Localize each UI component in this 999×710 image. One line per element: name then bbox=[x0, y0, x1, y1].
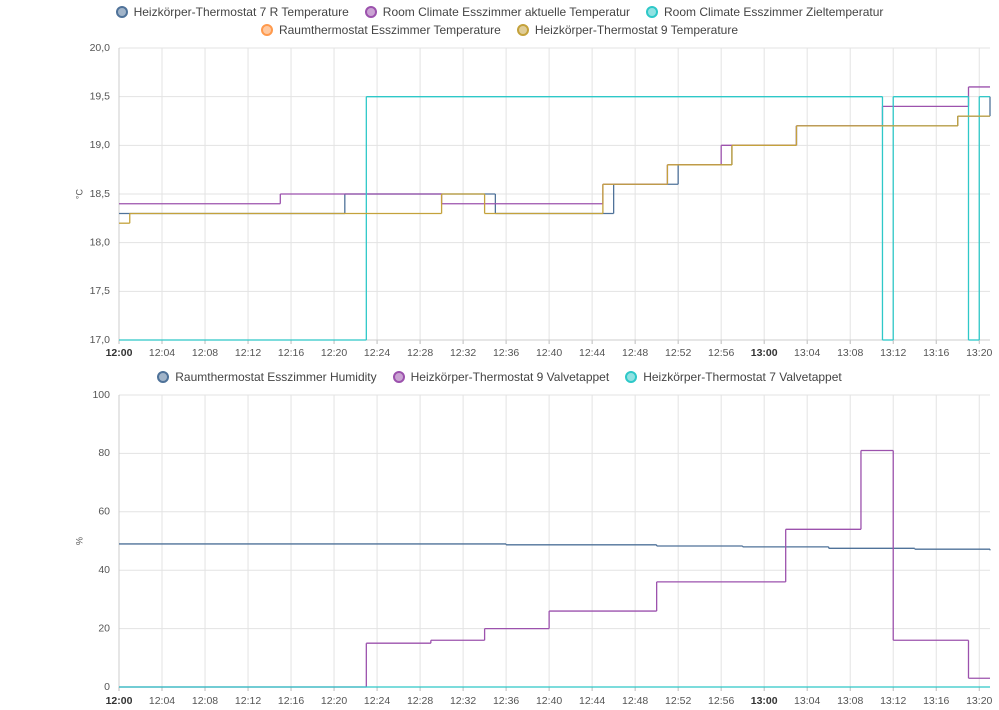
x-tick-label: 12:44 bbox=[579, 695, 605, 707]
legend-label: Room Climate Esszimmer Zieltemperatur bbox=[664, 5, 884, 19]
x-tick-label: 12:04 bbox=[149, 347, 175, 359]
legend-swatch bbox=[646, 6, 658, 18]
x-tick-label: 13:00 bbox=[751, 695, 778, 707]
legend-item[interactable]: Room Climate Esszimmer aktuelle Temperat… bbox=[364, 3, 630, 21]
x-tick-label: 12:24 bbox=[364, 347, 390, 359]
legend-label: Heizkörper-Thermostat 7 Valvetappet bbox=[643, 370, 842, 384]
x-tick-label: 12:24 bbox=[364, 695, 390, 707]
x-tick-label: 13:20 bbox=[966, 347, 992, 359]
legend-label: Raumthermostat Esszimmer Humidity bbox=[175, 370, 377, 384]
y-tick-label: 60 bbox=[98, 506, 110, 518]
legend-swatch bbox=[260, 24, 273, 36]
x-tick-label: 12:36 bbox=[493, 695, 519, 707]
y-tick-label: 19,0 bbox=[90, 139, 111, 151]
legend-item[interactable]: Heizkörper-Thermostat 7 R Temperature bbox=[115, 3, 349, 21]
legend-swatch bbox=[516, 24, 529, 36]
y-tick-label: 19,5 bbox=[90, 90, 111, 102]
x-tick-label: 12:28 bbox=[407, 695, 433, 707]
legend-label: Heizkörper-Thermostat 7 R Temperature bbox=[133, 5, 349, 19]
legend: Raumthermostat Esszimmer Humidity Heizkör… bbox=[0, 368, 999, 386]
x-tick-label: 13:08 bbox=[837, 695, 863, 707]
x-tick-label: 12:16 bbox=[278, 347, 304, 359]
x-tick-label: 12:00 bbox=[106, 347, 133, 359]
x-tick-label: 12:32 bbox=[450, 695, 476, 707]
x-tick-label: 12:12 bbox=[235, 695, 261, 707]
y-tick-label: 100 bbox=[92, 389, 110, 401]
x-tick-label: 12:00 bbox=[106, 695, 133, 707]
y-axis-title: % bbox=[74, 537, 84, 545]
x-tick-label: 12:40 bbox=[536, 695, 562, 707]
x-tick-label: 12:04 bbox=[149, 695, 175, 707]
y-tick-label: 80 bbox=[98, 447, 110, 459]
legend-swatch bbox=[364, 6, 377, 18]
x-tick-label: 12:16 bbox=[278, 695, 304, 707]
legend-swatch bbox=[115, 6, 128, 18]
x-tick-label: 12:20 bbox=[321, 347, 347, 359]
x-tick-label: 12:56 bbox=[708, 347, 734, 359]
x-tick-label: 13:12 bbox=[880, 695, 906, 707]
x-tick-label: 12:28 bbox=[407, 347, 433, 359]
legend-swatch bbox=[157, 371, 170, 383]
legend-item[interactable]: Raumthermostat Esszimmer Humidity bbox=[157, 368, 377, 386]
x-tick-label: 13:12 bbox=[880, 347, 906, 359]
x-tick-label: 12:48 bbox=[622, 695, 648, 707]
x-tick-label: 12:52 bbox=[665, 347, 691, 359]
y-tick-label: 20,0 bbox=[90, 42, 111, 54]
legend: Heizkörper-Thermostat 7 R Temperature Roo… bbox=[0, 3, 999, 39]
x-tick-label: 13:16 bbox=[923, 695, 949, 707]
x-tick-label: 13:20 bbox=[966, 695, 992, 707]
x-tick-label: 12:52 bbox=[665, 695, 691, 707]
y-tick-label: 17,5 bbox=[90, 285, 111, 297]
x-tick-label: 12:56 bbox=[708, 695, 734, 707]
x-tick-label: 12:12 bbox=[235, 347, 261, 359]
x-tick-label: 12:08 bbox=[192, 347, 218, 359]
y-tick-label: 0 bbox=[104, 681, 110, 693]
y-tick-label: 18,0 bbox=[90, 236, 111, 248]
legend-swatch bbox=[625, 371, 638, 383]
legend-item[interactable]: Raumthermostat Esszimmer Temperature bbox=[260, 21, 501, 39]
y-tick-label: 18,5 bbox=[90, 188, 111, 200]
legend-item[interactable]: Room Climate Esszimmer Zieltemperatur bbox=[646, 3, 883, 21]
legend-item[interactable]: Heizkörper-Thermostat 7 Valvetappet bbox=[625, 368, 842, 386]
x-tick-label: 12:20 bbox=[321, 695, 347, 707]
legend-label: Room Climate Esszimmer aktuelle Temperat… bbox=[382, 5, 630, 19]
legend-label: Heizkörper-Thermostat 9 Valvetappet bbox=[410, 370, 610, 384]
x-tick-label: 12:40 bbox=[536, 347, 562, 359]
legend-label: Raumthermostat Esszimmer Temperature bbox=[278, 23, 501, 37]
legend-item[interactable]: Heizkörper-Thermostat 9 Temperature bbox=[516, 21, 739, 39]
legend-swatch bbox=[392, 371, 405, 383]
y-tick-label: 20 bbox=[98, 622, 110, 634]
x-tick-label: 12:48 bbox=[622, 347, 648, 359]
x-tick-label: 13:16 bbox=[923, 347, 949, 359]
legend-item[interactable]: Heizkörper-Thermostat 9 Valvetappet bbox=[392, 368, 610, 386]
legend-label: Heizkörper-Thermostat 9 Temperature bbox=[534, 23, 739, 37]
x-tick-label: 13:08 bbox=[837, 347, 863, 359]
x-tick-label: 12:44 bbox=[579, 347, 605, 359]
x-tick-label: 13:04 bbox=[794, 695, 820, 707]
x-tick-label: 12:08 bbox=[192, 695, 218, 707]
y-tick-label: 40 bbox=[98, 564, 110, 576]
x-tick-label: 12:36 bbox=[493, 347, 519, 359]
x-tick-label: 12:32 bbox=[450, 347, 476, 359]
y-tick-label: 17,0 bbox=[90, 334, 111, 346]
x-tick-label: 13:04 bbox=[794, 347, 820, 359]
y-axis-title: °C bbox=[74, 188, 84, 199]
x-tick-label: 13:00 bbox=[751, 347, 778, 359]
